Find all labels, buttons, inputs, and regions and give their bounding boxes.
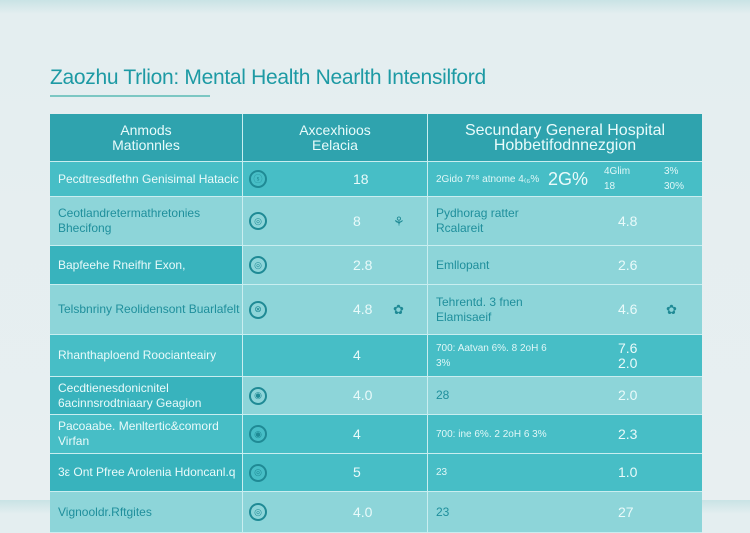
header-col-3: Secundary General Hospital Hobbetifodnnez… bbox=[428, 114, 702, 161]
value-a: 4.8 bbox=[353, 301, 373, 317]
row-label: Rhanthaploend Roocianteairy bbox=[58, 348, 217, 362]
value-b-num: 7.6 2.0 bbox=[618, 339, 638, 371]
table-row[interactable]: Ceotlandretermathretonies Bhecifong ◎ 8 ⚘ Py… bbox=[50, 197, 702, 246]
table-row[interactable]: Rhanthaploend Roocianteairy 4 700: Aatvan … bbox=[50, 335, 702, 377]
value-a: 4 bbox=[353, 425, 361, 442]
value-cell-a: ◎ 8 ⚘ bbox=[243, 197, 428, 245]
value-b-pct: 3% 30% bbox=[664, 166, 685, 192]
value-b-num: 2.6 bbox=[618, 256, 638, 273]
row-label: Pacoaabe. Menltertic&comord Virfan bbox=[58, 419, 219, 448]
table-row[interactable]: Cecdtienesdonicnitel 6acinnsrodtniaary G… bbox=[50, 377, 702, 415]
value-b-text: 700: ine 6%. 2 2oH 6 3% bbox=[436, 428, 547, 440]
value-cell-a: ⓢ 18 bbox=[243, 162, 428, 196]
decorative-icon: ✿ bbox=[666, 302, 677, 317]
value-b-num: 4Glim 18 bbox=[604, 166, 631, 192]
header-line: Axcexhioos bbox=[299, 121, 371, 138]
table-row[interactable]: Vignooldr.Rftgites ◎ 4.0 23 27 bbox=[50, 492, 702, 533]
table-row[interactable]: Pacoaabe. Menltertic&comord Virfan ◉ 4 700:… bbox=[50, 415, 702, 454]
value-cell-b: 700: Aatvan 6%. 8 2oH 6 3% 7.6 2.0 bbox=[428, 335, 702, 376]
value-a: 4.0 bbox=[353, 387, 373, 403]
row-label: Cecdtienesdonicnitel 6acinnsrodtniaary G… bbox=[58, 380, 202, 410]
value-b-text: 700: Aatvan 6%. 8 2oH 6 3% bbox=[436, 342, 547, 369]
row-label-cell: Pacoaabe. Menltertic&comord Virfan bbox=[50, 415, 243, 453]
value-cell-b: Tehrentd. 3 fnen Elamisaeif 4.6 ✿ bbox=[428, 285, 702, 334]
header-line: Hobbetifodnnezgion bbox=[493, 136, 637, 154]
value-b-num: 4.6 bbox=[618, 301, 638, 317]
row-label-cell: Pecdtresdfethn Genisimal Hatacic bbox=[50, 162, 243, 196]
title-underline bbox=[50, 95, 210, 97]
value-cell-b: Pydhorag ratter Rcalareit 4.8 bbox=[428, 197, 702, 245]
value-cell-a: ⊗ 4.8 ✿ bbox=[243, 285, 428, 334]
row-label: Pecdtresdfethn Genisimal Hatacic bbox=[58, 171, 239, 186]
value-b-text: 2Gido 7⁶⁸ atnome 4₍₆% bbox=[436, 173, 540, 185]
value-cell-b: 700: ine 6%. 2 2oH 6 3% 2.3 bbox=[428, 415, 702, 453]
row-label-cell: Telsbnriny Reolidensont Buarlafelt bbox=[50, 285, 243, 334]
circle-badge-icon: ◎ bbox=[249, 463, 267, 482]
header-line: Mationnles bbox=[112, 136, 180, 153]
value-cell-a: ◎ 5 bbox=[243, 454, 428, 491]
value-b-num: 27 bbox=[618, 503, 634, 520]
value-a: 4.0 bbox=[353, 503, 373, 520]
value-b-num: 2.0 bbox=[618, 387, 638, 403]
decorative-icon: ✿ bbox=[393, 302, 404, 317]
row-label-cell: Rhanthaploend Roocianteairy bbox=[50, 335, 243, 376]
value-a: 2.8 bbox=[353, 256, 373, 273]
circle-badge-icon: ◎ bbox=[249, 256, 267, 274]
value-b-text: 23 bbox=[436, 504, 450, 519]
row-label-cell: 3ε Ont Pfree Arolenia Hdoncanl.q bbox=[50, 454, 243, 491]
page-title: Zaozhu Trlion: Mental Health Nearlth Int… bbox=[50, 66, 486, 89]
row-label-cell: Cecdtienesdonicnitel 6acinnsrodtniaary G… bbox=[50, 377, 243, 414]
table-row[interactable]: 3ε Ont Pfree Arolenia Hdoncanl.q ◎ 5 23 1.0 bbox=[50, 454, 702, 492]
row-label-cell: Vignooldr.Rftgites bbox=[50, 492, 243, 532]
table-row[interactable]: Telsbnriny Reolidensont Buarlafelt ⊗ 4.8 ✿ T… bbox=[50, 285, 702, 335]
circle-badge-icon: ◉ bbox=[249, 386, 267, 405]
row-label: Ceotlandretermathretonies Bhecifong bbox=[58, 206, 201, 235]
table-row[interactable]: Pecdtresdfethn Genisimal Hatacic ⓢ 18 2Gido… bbox=[50, 162, 702, 197]
header-line: Eelacia bbox=[312, 136, 358, 153]
value-b-big: 2G% bbox=[548, 168, 589, 189]
table-row[interactable]: Bapfeehe Rneifhr Exon, ◎ 2.8 Emllopant 2.6 bbox=[50, 246, 702, 285]
header-col-2: Axcexhioos Eelacia bbox=[243, 114, 428, 161]
value-cell-b: 28 2.0 bbox=[428, 377, 702, 414]
header-col-1: Anmods Mationnles bbox=[50, 114, 243, 161]
comparison-table: Anmods Mationnles Axcexhioos Eelacia Secun… bbox=[50, 114, 702, 533]
value-cell-a: ◉ 4.0 bbox=[243, 377, 428, 414]
value-cell-a: ◉ 4 bbox=[243, 415, 428, 453]
row-label: Vignooldr.Rftgites bbox=[58, 504, 152, 519]
value-b-num: 2.3 bbox=[618, 425, 638, 442]
value-cell-a: 4 bbox=[243, 335, 428, 376]
value-cell-b: 23 27 bbox=[428, 492, 702, 532]
value-cell-a: ◎ 2.8 bbox=[243, 246, 428, 284]
value-b-num: 1.0 bbox=[618, 464, 638, 480]
header-line: Secundary General Hospital bbox=[464, 121, 666, 139]
value-a: 4 bbox=[353, 347, 361, 363]
value-b-text: Pydhorag ratter Rcalareit bbox=[436, 206, 519, 235]
circle-badge-icon: ◉ bbox=[249, 425, 267, 443]
value-b-text: Tehrentd. 3 fnen Elamisaeif bbox=[436, 294, 523, 324]
value-a: 18 bbox=[353, 170, 369, 187]
circle-badge-icon: ◎ bbox=[249, 503, 267, 521]
row-label: 3ε Ont Pfree Arolenia Hdoncanl.q bbox=[58, 465, 236, 479]
value-b-text: 28 bbox=[436, 388, 450, 402]
decorative-icon: ⚘ bbox=[393, 213, 405, 229]
value-cell-a: ◎ 4.0 bbox=[243, 492, 428, 532]
value-a: 8 bbox=[353, 212, 361, 229]
value-b-text: Emllopant bbox=[436, 257, 490, 272]
row-label: Bapfeehe Rneifhr Exon, bbox=[58, 257, 186, 272]
value-cell-b: 23 1.0 bbox=[428, 454, 702, 491]
value-b-text: 23 bbox=[436, 467, 448, 478]
row-label-cell: Ceotlandretermathretonies Bhecifong bbox=[50, 197, 243, 245]
row-label: Telsbnriny Reolidensont Buarlafelt bbox=[58, 302, 240, 316]
header-line: Anmods bbox=[120, 121, 172, 138]
circle-badge-icon: ◎ bbox=[249, 212, 267, 230]
circle-badge-icon: ⊗ bbox=[249, 300, 267, 319]
value-cell-b: 2Gido 7⁶⁸ atnome 4₍₆% 2G% 4Glim 18 3% 30% bbox=[428, 162, 702, 196]
row-label-cell: Bapfeehe Rneifhr Exon, bbox=[50, 246, 243, 284]
circle-badge-icon: ⓢ bbox=[249, 170, 267, 188]
table-header: Anmods Mationnles Axcexhioos Eelacia Secun… bbox=[50, 114, 702, 162]
value-b-num: 4.8 bbox=[618, 212, 638, 229]
value-a: 5 bbox=[353, 464, 361, 480]
value-cell-b: Emllopant 2.6 bbox=[428, 246, 702, 284]
